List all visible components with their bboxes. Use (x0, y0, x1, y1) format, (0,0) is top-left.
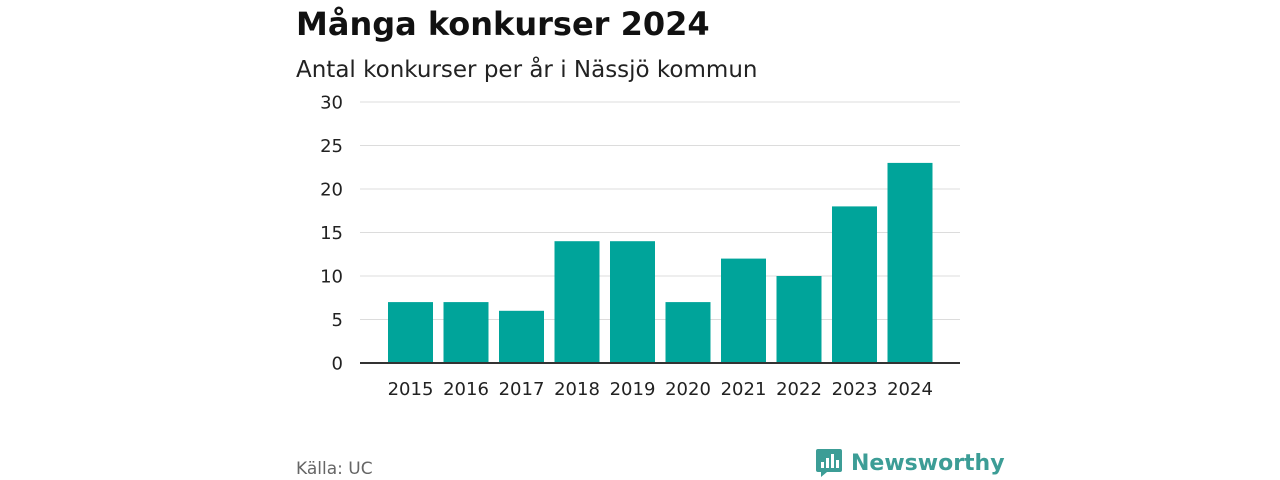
bar-2019 (610, 241, 655, 363)
y-axis-tick-labels: 0 5 10 15 20 25 30 (320, 93, 343, 375)
bar-2017 (499, 310, 544, 363)
bar-2024 (887, 162, 933, 363)
x-axis-tick-labels: 2015 2016 2017 2018 2019 2020 2021 2022 2023 2024 (388, 379, 933, 400)
x-tick-label: 2023 (832, 379, 878, 400)
x-tick-label: 2019 (610, 379, 656, 400)
bar-2020 (665, 302, 711, 363)
x-tick-label: 2020 (665, 379, 711, 400)
x-tick-label: 2017 (499, 379, 545, 400)
bar-2022 (776, 276, 822, 363)
y-tick-label: 5 (332, 310, 343, 331)
brand-name: Newsworthy (851, 450, 1005, 476)
y-tick-label: 25 (320, 136, 343, 157)
bar-chart: 0 5 10 15 20 25 30 2015 2016 2017 2018 2019 2020 202… (320, 93, 960, 400)
bar-2016 (443, 302, 489, 363)
x-tick-label: 2015 (388, 379, 434, 400)
brand-logo: Newsworthy (815, 447, 1005, 479)
source-note: Källa: UC (296, 459, 373, 479)
x-tick-label: 2018 (554, 379, 600, 400)
y-tick-label: 0 (332, 354, 343, 375)
y-tick-label: 10 (320, 267, 343, 288)
x-tick-label: 2016 (443, 379, 489, 400)
bar-2023 (832, 206, 877, 363)
chart-title: Många konkurser 2024 (296, 5, 710, 43)
bar-2015 (388, 302, 433, 363)
bar-2021 (721, 258, 766, 363)
y-tick-label: 30 (320, 93, 343, 114)
x-tick-label: 2021 (721, 379, 767, 400)
x-tick-label: 2024 (887, 379, 933, 400)
bar-2018 (554, 241, 600, 363)
chart-subtitle: Antal konkurser per år i Nässjö kommun (296, 57, 758, 83)
y-tick-label: 20 (320, 180, 343, 201)
x-tick-label: 2022 (776, 379, 822, 400)
y-tick-label: 15 (320, 223, 343, 244)
bars (388, 162, 933, 363)
newsworthy-logo-icon (816, 449, 842, 477)
